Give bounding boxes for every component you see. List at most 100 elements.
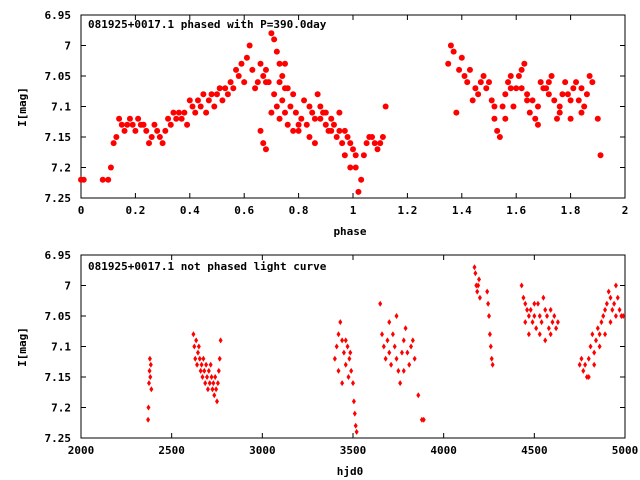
- unphased-data-point: [403, 325, 408, 332]
- unphased-data-point: [405, 349, 410, 356]
- phased-data-point: [545, 79, 552, 86]
- unphased-data-point: [343, 361, 348, 368]
- phased-data-point: [254, 79, 261, 86]
- phased-data-point: [80, 176, 87, 183]
- phased-data-point: [156, 134, 163, 140]
- phased-data-point: [491, 115, 498, 122]
- phased-data-point: [486, 79, 492, 86]
- unphased-y-tick-label: 7.05: [45, 310, 72, 323]
- phased-y-tick-label: 7.2: [51, 162, 71, 175]
- phased-data-point: [322, 109, 329, 116]
- unphased-data-point: [401, 337, 406, 344]
- unphased-y-axis-label: I[mag]: [16, 327, 29, 367]
- phased-x-axis-label: phase: [333, 225, 366, 238]
- phased-data-point: [175, 109, 182, 116]
- unphased-data-point: [345, 343, 350, 350]
- phased-data-point: [586, 73, 593, 79]
- phased-data-point: [306, 134, 313, 140]
- unphased-data-point: [546, 325, 551, 332]
- phased-data-point: [257, 127, 264, 134]
- unphased-data-point: [477, 294, 482, 301]
- phased-x-tick-label: 0.4: [180, 204, 200, 217]
- unphased-data-point: [588, 343, 593, 350]
- phased-data-point: [583, 91, 590, 98]
- phased-data-point: [445, 60, 452, 67]
- unphased-data-point: [387, 349, 392, 356]
- phased-data-point: [494, 127, 501, 134]
- phased-data-point: [554, 115, 560, 122]
- phased-data-point: [292, 109, 299, 116]
- phased-data-point: [273, 103, 280, 110]
- phased-data-point: [333, 134, 340, 140]
- phased-data-point: [224, 91, 231, 98]
- phased-x-tick-label: 1.6: [506, 204, 526, 217]
- unphased-data-point: [396, 367, 401, 374]
- unphased-data-point: [577, 361, 582, 368]
- unphased-data-point: [354, 428, 359, 435]
- phased-data-point: [369, 134, 376, 140]
- unphased-data-point: [193, 355, 198, 362]
- phased-data-point: [249, 66, 256, 73]
- phased-data-point: [129, 121, 136, 128]
- unphased-data-point: [407, 361, 412, 368]
- phased-data-point: [262, 66, 269, 73]
- unphased-data-point: [341, 349, 346, 356]
- phased-data-point: [374, 146, 381, 153]
- unphased-data-point: [340, 380, 345, 387]
- unphased-data-point: [381, 343, 386, 350]
- unphased-data-point: [490, 361, 495, 368]
- unphased-data-point: [347, 355, 352, 362]
- unphased-data-point: [581, 367, 586, 374]
- unphased-data-point: [338, 319, 343, 326]
- phased-data-point: [165, 115, 172, 122]
- phased-data-point: [347, 140, 354, 147]
- phased-y-tick-label: 7.25: [45, 192, 72, 205]
- unphased-data-point: [390, 331, 395, 338]
- unphased-data-point: [586, 355, 591, 362]
- unphased-data-point: [421, 416, 426, 423]
- unphased-data-point: [543, 306, 548, 313]
- phased-data-point: [363, 140, 370, 147]
- unphased-x-tick-label: 3500: [340, 444, 367, 457]
- unphased-data-point: [519, 282, 524, 289]
- phased-data-point: [219, 97, 226, 104]
- unphased-data-point: [599, 319, 604, 326]
- unphased-data-point: [209, 374, 214, 380]
- unphased-data-point: [541, 294, 546, 301]
- unphased-data-point: [613, 282, 618, 289]
- phased-x-tick-label: 2: [622, 204, 629, 217]
- phased-data-point: [121, 127, 128, 134]
- phased-data-point: [252, 85, 259, 92]
- unphased-x-tick-label: 2500: [158, 444, 185, 457]
- unphased-data-point: [383, 355, 388, 362]
- phased-data-point: [534, 121, 541, 128]
- unphased-data-point: [526, 331, 531, 338]
- unphased-data-point: [147, 367, 152, 374]
- unphased-data-point: [191, 331, 196, 338]
- phased-data-point: [502, 91, 509, 98]
- unphased-data-point: [608, 294, 613, 301]
- unphased-x-tick-label: 5000: [612, 444, 639, 457]
- unphased-data-point: [603, 331, 608, 338]
- unphased-data-point: [201, 355, 206, 362]
- phased-data-point: [464, 79, 471, 86]
- phased-y-tick-label: 7.05: [45, 70, 72, 83]
- unphased-data-point: [476, 282, 481, 289]
- phased-y-tick-label: 7.1: [51, 101, 71, 114]
- unphased-data-point: [210, 386, 215, 393]
- phased-data-point: [192, 109, 199, 116]
- phased-data-point: [360, 152, 367, 159]
- unphased-data-point: [539, 319, 544, 326]
- unphased-y-tick-label: 7.25: [45, 432, 72, 445]
- unphased-data-point: [521, 294, 526, 301]
- phased-y-tick-label: 7: [64, 40, 71, 53]
- phased-data-point: [358, 176, 365, 183]
- unphased-x-tick-label: 3000: [249, 444, 276, 457]
- phased-data-point: [107, 164, 114, 171]
- phased-data-point: [466, 66, 473, 73]
- unphased-data-point: [198, 367, 203, 374]
- phased-data-point: [178, 115, 185, 122]
- unphased-data-point: [615, 294, 620, 301]
- unphased-data-point: [532, 300, 537, 307]
- unphased-data-point: [149, 386, 154, 393]
